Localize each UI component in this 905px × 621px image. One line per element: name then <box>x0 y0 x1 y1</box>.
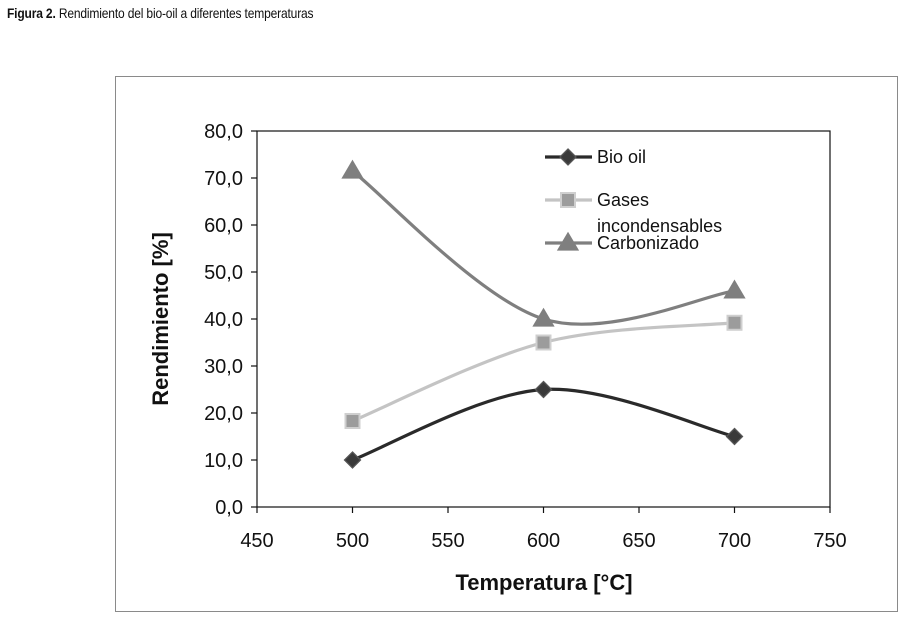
x-tick-label: 700 <box>718 530 751 552</box>
x-tick-label: 600 <box>527 530 560 552</box>
x-tick-label: 650 <box>622 530 655 552</box>
x-axis-ticks: 450 500 550 600 650 700 750 <box>240 507 847 552</box>
data-point-series-2 <box>341 159 364 179</box>
series-line-0 <box>351 387 735 462</box>
y-tick-label: 60,0 <box>204 215 243 237</box>
series-markers <box>341 159 746 469</box>
x-tick-label: 450 <box>240 530 273 552</box>
y-tick-label: 50,0 <box>204 262 243 284</box>
y-axis-title: Rendimiento [%] <box>148 232 173 406</box>
data-point-series-0 <box>725 427 744 446</box>
data-point-series-2 <box>532 307 555 327</box>
y-tick-label: 40,0 <box>204 309 243 331</box>
x-tick-label: 550 <box>431 530 464 552</box>
x-tick-label: 750 <box>813 530 846 552</box>
y-tick-label: 30,0 <box>204 356 243 378</box>
chart-frame <box>115 76 898 612</box>
caption-label: Figura 2. <box>7 5 56 21</box>
legend-marker-1 <box>560 192 576 208</box>
data-point-series-0 <box>343 451 362 469</box>
y-tick-label: 80,0 <box>204 121 243 143</box>
caption-text: Rendimiento del bio-oil a diferentes tem… <box>58 5 314 21</box>
y-tick-label: 10,0 <box>204 450 243 472</box>
legend-label-0: Bio oil <box>597 147 646 167</box>
x-axis-title: Temperatura [°C] <box>455 570 632 595</box>
data-point-series-1 <box>535 334 552 351</box>
data-point-series-1 <box>726 314 743 331</box>
data-point-series-0 <box>534 380 553 399</box>
x-tick-label: 500 <box>336 530 369 552</box>
legend-label-2: Carbonizado <box>597 233 699 253</box>
legend-marker-2 <box>556 231 580 251</box>
legend-label-1: incondensables <box>597 216 722 236</box>
legend-label-1: Gases <box>597 190 649 210</box>
data-point-series-1 <box>344 412 361 429</box>
legend-marker-0 <box>559 148 577 166</box>
y-tick-label: 20,0 <box>204 403 243 425</box>
y-tick-label: 70,0 <box>204 168 243 190</box>
y-tick-label: 0,0 <box>215 497 243 519</box>
figure-caption: Figura 2. Rendimiento del bio-oil a dife… <box>7 5 314 21</box>
data-point-series-2 <box>723 279 746 299</box>
y-axis-ticks: 0,0 10,0 20,0 30,0 40,0 50,0 60,0 70,0 80,0 <box>204 121 257 519</box>
